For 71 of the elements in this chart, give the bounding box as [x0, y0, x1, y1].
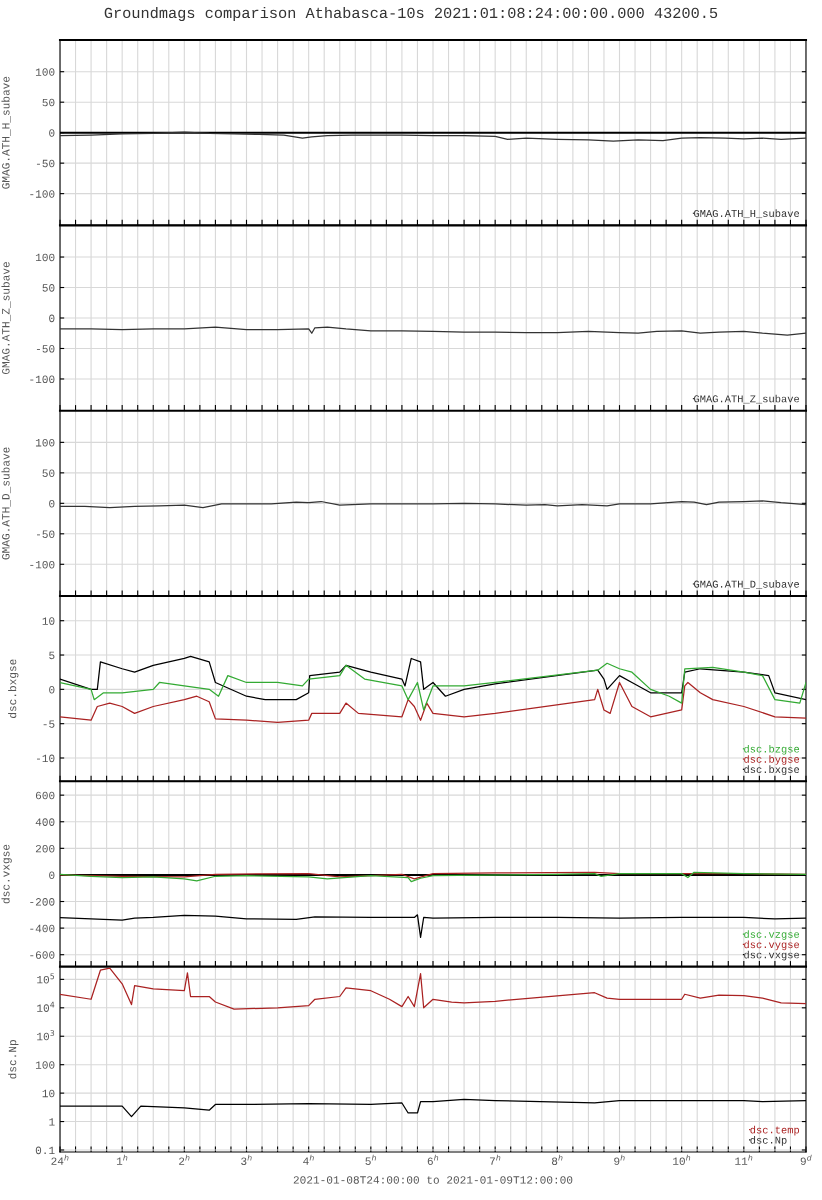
line-series: [60, 500, 806, 509]
x-tick-label: 1$^{h}$: [116, 1154, 128, 1165]
x-tick-label: 2$^{h}$: [179, 1154, 190, 1165]
x-tick-label: 9$^{h}$: [614, 1154, 625, 1165]
y-tick-label: 0: [49, 129, 55, 137]
y-tick-label: -200: [30, 898, 55, 906]
legend-label: dsc.Np: [750, 1136, 787, 1146]
y-tick-label: 100: [35, 1061, 55, 1069]
y-tick-label: 50: [42, 284, 55, 292]
y-tick-label: -50: [36, 530, 55, 538]
legend-label: dsc.bzgse: [744, 744, 800, 755]
x-tick-label: 3$^{h}$: [241, 1154, 252, 1165]
y-tick-label: 10$^{4}$: [37, 1001, 55, 1012]
x-tick-label: 9$^{d}$: [800, 1154, 812, 1165]
x-tick-label: 5$^{h}$: [365, 1154, 376, 1165]
y-tick-label: -400: [30, 924, 55, 933]
x-tick-label: 10$^{h}$: [673, 1154, 691, 1165]
y-tick-label: 10$^{5}$: [37, 973, 55, 984]
x-tick-label: 11$^{h}$: [735, 1154, 753, 1165]
y-tick-label: 600: [35, 791, 55, 800]
legend-label: dsc.bygse: [744, 755, 800, 765]
x-tick-label: 8$^{h}$: [552, 1154, 563, 1165]
legend-label: dsc.bxgse: [744, 765, 800, 776]
y-tick-label: 0.1: [35, 1146, 55, 1155]
line-series: [60, 326, 806, 336]
y-axis-title: GMAG.ATH_Z_subave: [1, 262, 11, 375]
y-tick-label: 200: [35, 844, 55, 853]
y-tick-label: 100: [35, 68, 55, 76]
chart-title: Groundmags comparison Athabasca-10s 2021:01:08:24:00:00.000 43200.5: [104, 6, 718, 22]
legend-label: dsc.vzgse: [744, 930, 800, 940]
y-tick-label: 0: [49, 685, 55, 694]
y-tick-label: 0: [49, 499, 55, 508]
y-tick-label: -100: [30, 190, 55, 198]
y-tick-label: -10: [36, 754, 55, 763]
x-tick-label: 7$^{h}$: [489, 1154, 501, 1165]
y-tick-label: 400: [35, 818, 55, 826]
line-series: [60, 131, 806, 142]
y-tick-label: 10: [42, 617, 55, 625]
line-series: [60, 681, 806, 723]
legend-label: GMAG.ATH_Z_subave: [694, 394, 800, 404]
y-tick-label: -5: [43, 720, 55, 728]
x-tick-label: 6$^{h}$: [427, 1154, 439, 1165]
line-series: [60, 662, 806, 711]
y-tick-label: 100: [35, 253, 55, 262]
y-tick-label: 1: [49, 1118, 55, 1126]
legend-label: dsc.temp: [750, 1125, 800, 1136]
y-axis-title: dsc.vxgse: [1, 844, 12, 904]
x-tick-label: 24$^{h}$: [51, 1154, 69, 1165]
y-axis-title: dsc.Np: [8, 1040, 19, 1079]
x-axis-title: 2021-01-08T24:00:00 to 2021-01-09T12:00:00: [293, 1176, 573, 1184]
x-tick-label: 4$^{h}$: [303, 1154, 314, 1165]
y-tick-label: 5: [49, 651, 55, 660]
legend-label: dsc.vygse: [744, 940, 800, 951]
y-axis-title: dsc.bxgse: [8, 659, 19, 718]
legend-label: GMAG.ATH_D_subave: [694, 580, 800, 589]
y-tick-label: -100: [30, 560, 55, 569]
y-tick-label: 0: [49, 314, 55, 323]
y-tick-label: -50: [36, 345, 55, 353]
y-tick-label: 100: [35, 438, 55, 447]
legend-label: GMAG.ATH_H_subave: [694, 209, 800, 219]
y-tick-label: 10: [42, 1089, 55, 1098]
y-axis-title: GMAG.ATH_D_subave: [1, 447, 11, 560]
y-tick-label: -600: [30, 951, 55, 959]
y-tick-label: -100: [30, 375, 55, 384]
y-tick-label: -50: [36, 159, 55, 168]
legend-label: dsc.vxgse: [744, 950, 800, 961]
y-tick-label: 0: [49, 871, 55, 880]
y-axis-title: GMAG.ATH_H_subave: [1, 76, 11, 189]
y-tick-label: 50: [42, 469, 55, 477]
y-tick-label: 50: [42, 98, 55, 107]
y-tick-label: 10$^{3}$: [37, 1030, 55, 1041]
